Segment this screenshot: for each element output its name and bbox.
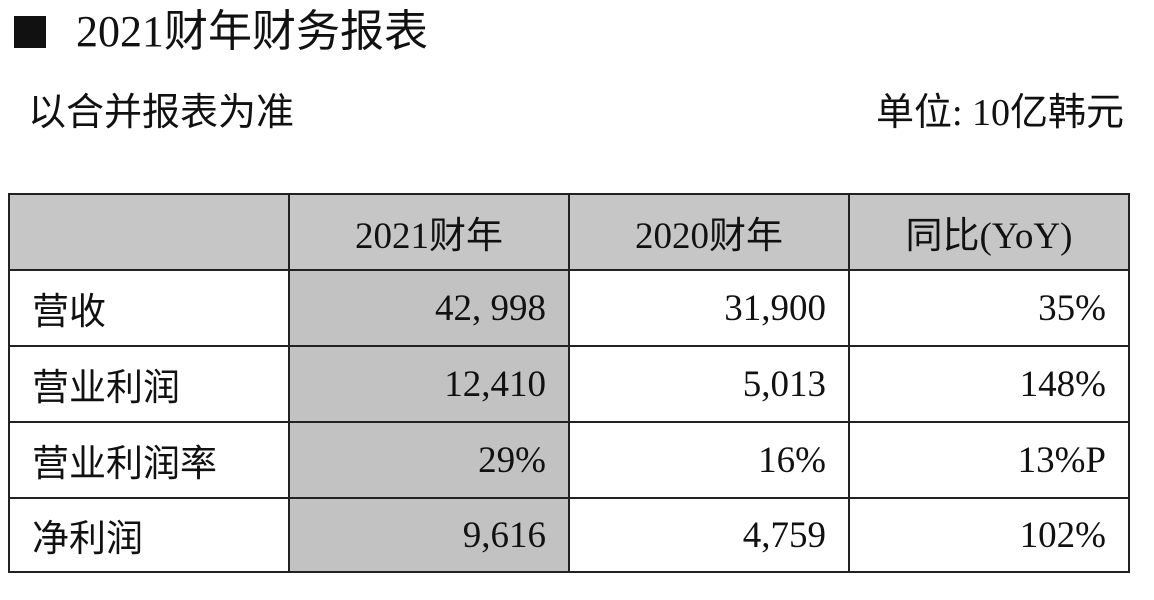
- title-icon: [14, 16, 46, 48]
- row-label: 营收: [10, 271, 290, 347]
- table-cell: 102%: [850, 499, 1128, 571]
- table-cell: 29%: [290, 423, 570, 499]
- header-corner: [10, 195, 290, 271]
- row-label: 营业利润率: [10, 423, 290, 499]
- table-cell: 12,410: [290, 347, 570, 423]
- table-cell: 31,900: [570, 271, 850, 347]
- table-cell: 9,616: [290, 499, 570, 571]
- row-label: 净利润: [10, 499, 290, 571]
- table-cell: 35%: [850, 271, 1128, 347]
- column-header: 2020财年: [570, 195, 850, 271]
- table-cell: 13%P: [850, 423, 1128, 499]
- title: 2021财年财务报表: [76, 7, 428, 56]
- table-cell: 16%: [570, 423, 850, 499]
- column-header: 同比(YoY): [850, 195, 1128, 271]
- table-cell: 4,759: [570, 499, 850, 571]
- table-cell: 5,013: [570, 347, 850, 423]
- column-header: 2021财年: [290, 195, 570, 271]
- table: 2021财年 2020财年 同比(YoY) 营收 42, 998 31,900 35% 营业利…: [8, 193, 1130, 573]
- table-cell: 148%: [850, 347, 1128, 423]
- table-cell: 42, 998: [290, 271, 570, 347]
- unit-note: 单位: 10亿韩元: [875, 92, 1124, 134]
- row-label: 营业利润: [10, 347, 290, 423]
- note: 以合并报表为准: [28, 92, 295, 134]
